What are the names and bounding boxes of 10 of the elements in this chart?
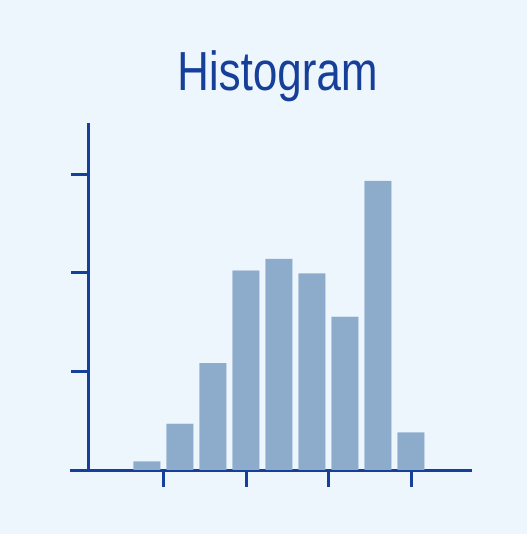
bar <box>199 363 226 470</box>
bar <box>364 180 392 470</box>
bar <box>331 316 358 470</box>
chart-title: Histogram <box>177 40 378 102</box>
bar <box>166 424 194 470</box>
bar <box>265 258 292 470</box>
bar <box>133 461 160 470</box>
bar <box>397 432 424 470</box>
bar <box>298 273 326 470</box>
bar <box>232 270 260 470</box>
